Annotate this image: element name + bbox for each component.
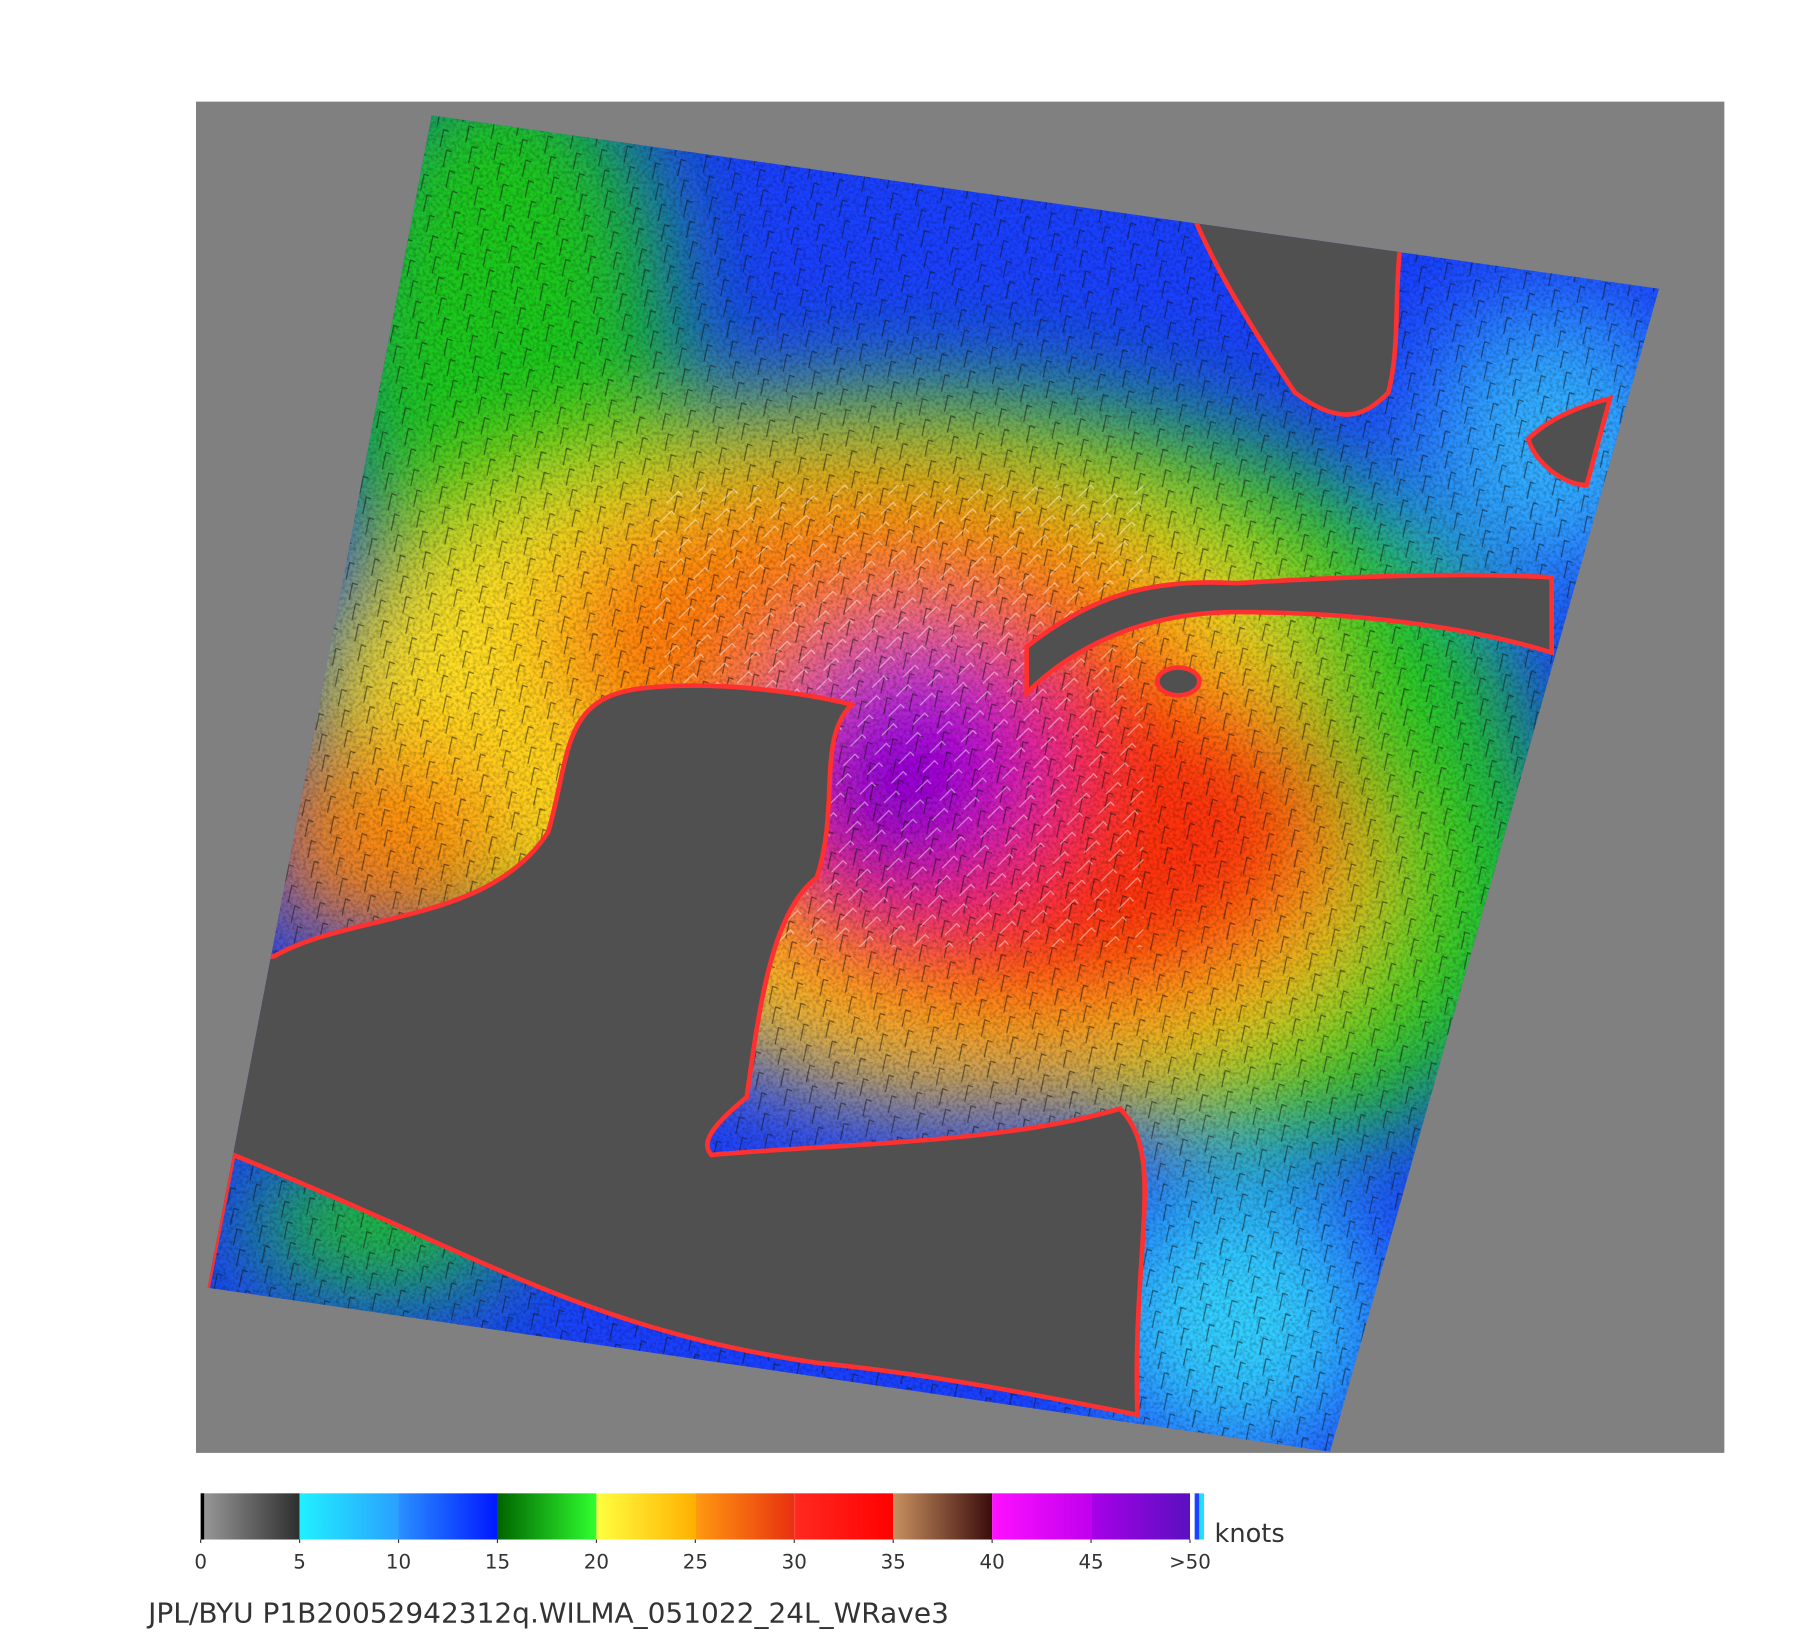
- land: [207, 205, 1614, 1418]
- colorbar-end: [200, 1493, 205, 1540]
- colorbar-end: [1190, 1493, 1195, 1540]
- colorbar-tick-label: 20: [584, 1550, 609, 1573]
- colorbar-tick-label: 0: [194, 1550, 207, 1573]
- colorbar-end: [1199, 1493, 1204, 1540]
- colorbar-unit: knots: [1215, 1519, 1285, 1549]
- colorbar-segment: [596, 1493, 696, 1540]
- footer-text: JPL/BYU P1B20052942312q.WILMA_051022_24L…: [146, 1597, 949, 1630]
- colorbar-tick-label: 35: [881, 1550, 906, 1573]
- colorbar-tick-label: 5: [293, 1550, 306, 1573]
- colorbar-segment: [398, 1493, 498, 1540]
- colorbar-segment: [200, 1493, 300, 1540]
- colorbar-segment: [497, 1493, 597, 1540]
- colorbar-segment: [299, 1493, 399, 1540]
- colorbar-segment: [992, 1493, 1092, 1540]
- colorbar-tick-label: >50: [1169, 1550, 1211, 1573]
- colorbar-segment: [1091, 1493, 1190, 1540]
- colorbar-tick-label: 15: [485, 1550, 510, 1573]
- colorbar-tick-label: 45: [1078, 1550, 1103, 1573]
- colorbar-segment: [893, 1493, 993, 1540]
- colorbar-tick-label: 30: [782, 1550, 807, 1573]
- colorbar-tick-label: 40: [980, 1550, 1005, 1573]
- colorbar-end: [1194, 1493, 1200, 1540]
- colorbar-tick-label: 10: [386, 1550, 411, 1573]
- colorbar-tick-label: 25: [683, 1550, 708, 1573]
- colorbar-segment: [695, 1493, 795, 1540]
- colorbar-segment: [794, 1493, 894, 1540]
